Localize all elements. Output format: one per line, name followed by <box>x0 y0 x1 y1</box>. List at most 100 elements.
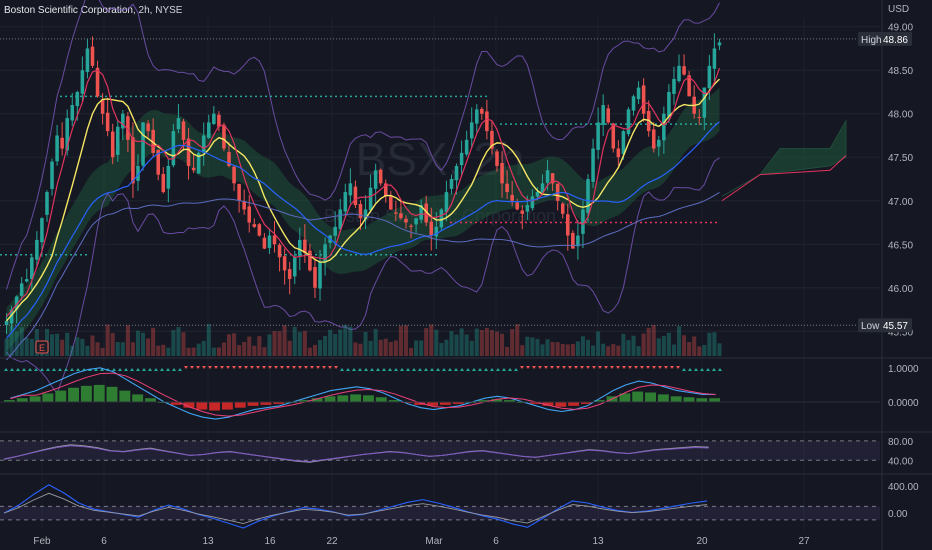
volume-bar <box>4 338 9 356</box>
candle-body <box>131 137 135 184</box>
volume-bar <box>95 342 100 356</box>
candle-body <box>469 122 474 139</box>
signal-marker <box>118 368 122 371</box>
candle-body <box>449 179 454 189</box>
chart-title: Boston Scientific Corporation, 2h, NYSE <box>4 5 183 16</box>
candle-body <box>292 257 297 277</box>
cloud <box>6 87 847 352</box>
volume-bar <box>171 330 176 356</box>
signal-marker <box>286 366 290 369</box>
signal-marker <box>424 368 428 371</box>
y-tick-label: 47.50 <box>888 153 913 164</box>
signal-marker <box>574 366 578 369</box>
candle-body <box>636 87 641 100</box>
oscillator-bar <box>350 394 362 402</box>
volume-bar <box>682 335 687 356</box>
volume-bar <box>196 343 201 356</box>
volume-bar <box>575 341 580 356</box>
signal-marker <box>436 368 440 371</box>
volume-bar <box>525 336 530 356</box>
upper-band <box>6 0 720 290</box>
volume-bar <box>317 340 323 356</box>
candle-body <box>201 135 206 153</box>
y-tick-label: 46.50 <box>888 240 913 251</box>
signal-marker <box>688 368 692 371</box>
volume-bar <box>176 327 181 356</box>
signal-marker <box>214 366 218 369</box>
volume-bar <box>409 347 414 356</box>
volume-bar <box>373 328 378 356</box>
earnings-marker-label: E <box>39 343 45 353</box>
signal-marker <box>562 366 566 369</box>
candle-body <box>474 109 479 124</box>
candle-body <box>30 257 34 280</box>
candle-body <box>480 108 484 114</box>
oscillator-bar <box>119 390 131 402</box>
candle-body <box>323 244 327 262</box>
rsi-signal-line <box>3 445 709 463</box>
candle-body <box>576 235 580 247</box>
candle-body <box>176 118 181 130</box>
volume-bar <box>676 326 682 356</box>
volume-bar <box>459 328 464 356</box>
oscillator-bar <box>709 398 721 402</box>
candle-body <box>303 239 307 253</box>
signal-marker <box>160 368 164 371</box>
signal-marker <box>136 368 140 371</box>
volume-bar <box>646 327 651 356</box>
candle-body <box>677 65 681 81</box>
signal-marker <box>52 368 56 371</box>
oscillator-bar <box>80 385 92 402</box>
candle-body <box>409 225 413 227</box>
volume-bar <box>75 337 80 356</box>
signal-marker <box>580 366 584 369</box>
oscillator-bar <box>568 402 580 406</box>
signal-marker <box>646 366 650 369</box>
signal-marker <box>466 368 470 371</box>
signal-marker <box>550 366 554 369</box>
volume-bar <box>550 341 555 356</box>
cloud-lower-span <box>721 155 847 202</box>
candle-body <box>555 183 560 201</box>
oscillator-bar <box>68 387 80 402</box>
signal-marker <box>76 368 80 371</box>
volume-bar <box>348 326 353 356</box>
candle-body <box>439 209 444 228</box>
candle-body <box>196 152 201 174</box>
volume-bar <box>232 333 237 356</box>
signal-marker <box>148 368 152 371</box>
y-tick-label: 49.00 <box>888 23 913 34</box>
interval-label: 2h <box>138 5 150 16</box>
candle-body <box>110 131 115 158</box>
candle-body <box>287 269 292 280</box>
volume-bar <box>666 332 671 356</box>
signal-marker <box>670 366 674 369</box>
oscillator-bar <box>452 402 464 404</box>
candle-body <box>19 283 24 296</box>
volume-bar <box>464 334 469 356</box>
volume-bar <box>641 333 646 356</box>
candle-body <box>525 205 530 212</box>
oscillator-bar <box>504 400 515 402</box>
signal-marker <box>694 368 698 371</box>
volume-bar <box>252 345 257 356</box>
signal-marker <box>682 368 686 371</box>
volume-bar <box>489 330 494 356</box>
volume-bar <box>414 340 419 356</box>
candle-body <box>540 183 545 192</box>
volume-bar <box>454 334 459 356</box>
oscillator-signal-line <box>10 372 716 417</box>
candle-body <box>207 122 211 138</box>
candle-body <box>399 213 403 219</box>
volume-bar <box>591 345 596 356</box>
candle-body <box>156 149 160 175</box>
candle-body <box>217 114 221 127</box>
candle-body <box>682 66 686 75</box>
candle-body <box>100 99 105 114</box>
candle-body <box>252 224 257 227</box>
signal-marker <box>364 368 368 371</box>
cci-tick-label: 400.00 <box>888 482 919 493</box>
signal-marker <box>310 366 314 369</box>
signal-marker <box>226 366 230 369</box>
